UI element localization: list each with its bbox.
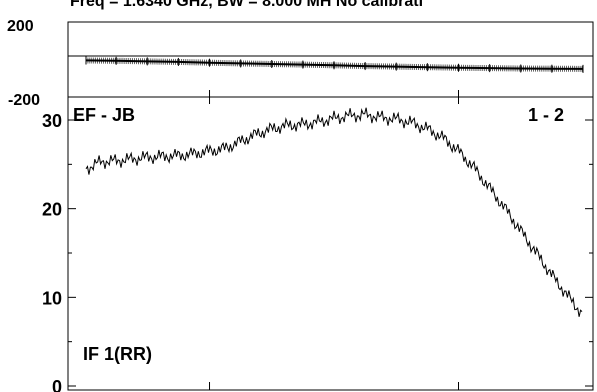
if-label: IF 1(RR) — [83, 344, 152, 364]
y-tick-label: 20 — [42, 200, 62, 220]
phase-panel: 200 -200 — [7, 18, 594, 109]
amplitude-y-ticks: 0 10 20 30 — [42, 111, 593, 392]
phase-panel-frame — [67, 21, 594, 98]
header-title: Freq = 1.6340 GHz, BW = 8.000 MH No cali… — [70, 0, 423, 10]
phase-y-top-label: 200 — [7, 18, 34, 35]
phase-band — [85, 59, 584, 70]
y-tick-label: 0 — [52, 377, 62, 392]
amplitude-series-line — [85, 107, 583, 317]
y-tick-label: 30 — [42, 111, 62, 131]
phase-y-bottom-label: -200 — [8, 92, 40, 109]
panel-index-label: 1 - 2 — [528, 105, 564, 125]
amplitude-panel-frame — [67, 96, 594, 391]
phase-series — [85, 56, 584, 73]
x-axis-ticks — [209, 90, 460, 390]
y-tick-label: 10 — [42, 288, 62, 308]
baseline-label: EF - JB — [73, 105, 135, 125]
amplitude-panel: EF - JB 1 - 2 IF 1(RR) 0 10 20 30 — [42, 96, 594, 392]
